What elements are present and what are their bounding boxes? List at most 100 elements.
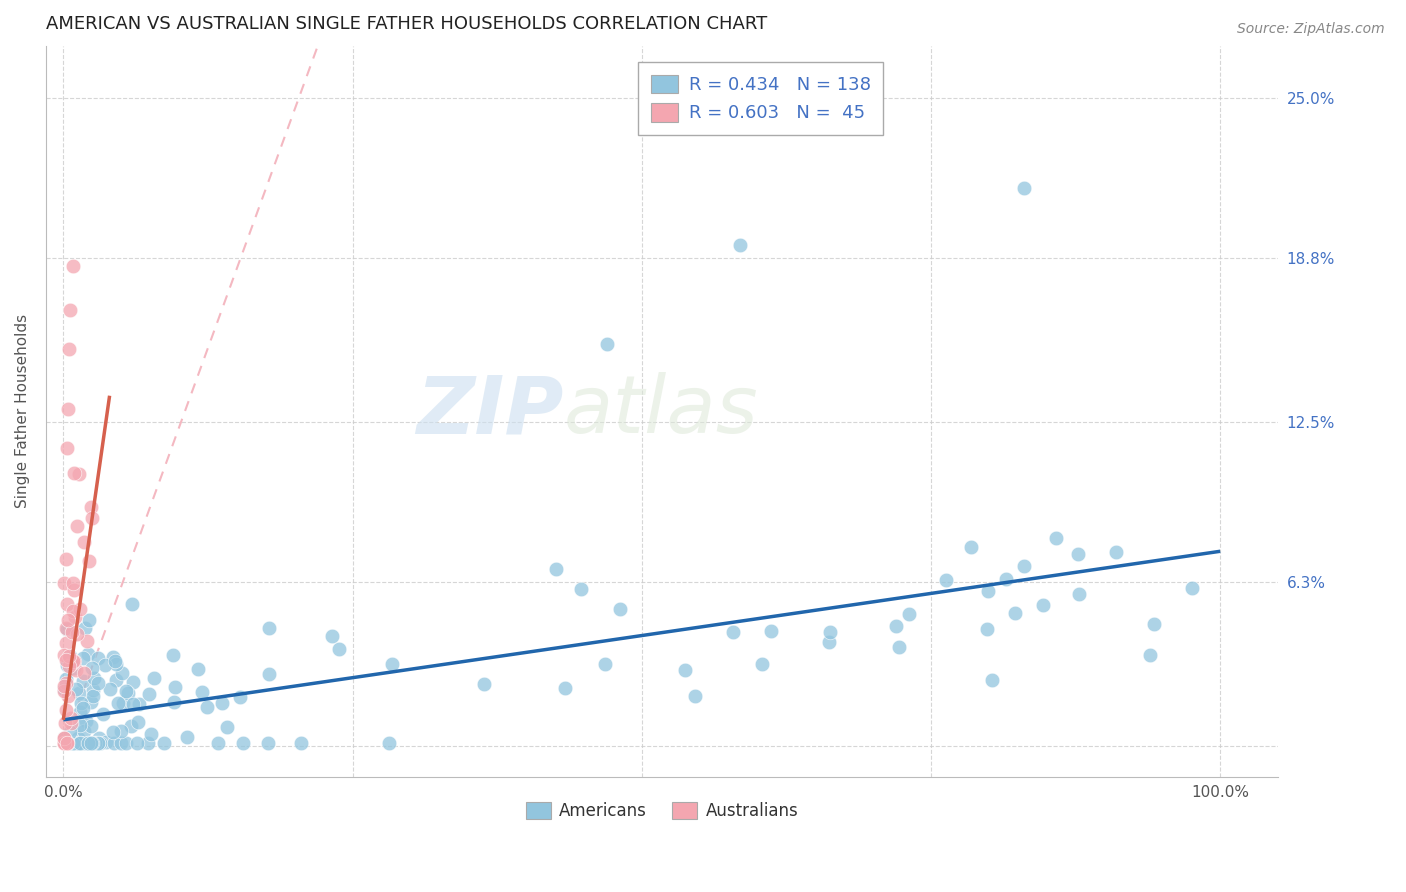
Point bbox=[62, 654, 84, 668]
Point bbox=[82, 736, 104, 750]
Point bbox=[82, 689, 104, 703]
Point bbox=[818, 624, 841, 639]
Point bbox=[959, 540, 981, 554]
Point bbox=[162, 648, 184, 663]
Point bbox=[67, 467, 90, 482]
Text: ZIP: ZIP bbox=[416, 372, 564, 450]
Point bbox=[728, 238, 751, 252]
Point bbox=[52, 648, 75, 663]
Point bbox=[53, 731, 76, 746]
Point bbox=[89, 736, 111, 750]
Point bbox=[75, 714, 97, 728]
Point bbox=[52, 736, 75, 750]
Point bbox=[60, 624, 83, 639]
Point bbox=[1067, 547, 1090, 561]
Point bbox=[65, 609, 87, 624]
Point bbox=[58, 342, 80, 356]
Point bbox=[751, 657, 773, 672]
Legend: Americans, Australians: Americans, Australians bbox=[519, 796, 804, 827]
Point bbox=[58, 649, 80, 664]
Point bbox=[66, 626, 89, 640]
Point bbox=[191, 685, 214, 699]
Point bbox=[94, 657, 117, 672]
Point bbox=[143, 671, 166, 685]
Point bbox=[65, 736, 87, 750]
Point bbox=[56, 736, 79, 750]
Point bbox=[257, 666, 280, 681]
Point bbox=[546, 562, 568, 576]
Point bbox=[84, 736, 107, 750]
Point bbox=[1012, 181, 1035, 195]
Point bbox=[94, 734, 117, 748]
Point bbox=[111, 696, 134, 710]
Point bbox=[65, 663, 87, 677]
Point bbox=[759, 624, 782, 639]
Point bbox=[79, 500, 101, 514]
Point bbox=[110, 724, 132, 739]
Point bbox=[69, 705, 91, 719]
Point bbox=[127, 715, 149, 730]
Point bbox=[125, 736, 148, 750]
Point bbox=[52, 575, 75, 590]
Point bbox=[66, 519, 89, 533]
Point bbox=[103, 736, 125, 750]
Point bbox=[569, 582, 592, 597]
Point bbox=[976, 584, 998, 599]
Point bbox=[176, 730, 198, 744]
Point bbox=[232, 736, 254, 750]
Point bbox=[77, 647, 100, 661]
Point bbox=[110, 736, 132, 750]
Point bbox=[55, 736, 77, 750]
Point bbox=[80, 695, 103, 709]
Point bbox=[818, 635, 841, 649]
Point bbox=[86, 651, 108, 665]
Point bbox=[55, 636, 77, 650]
Point bbox=[1105, 545, 1128, 559]
Point bbox=[69, 736, 91, 750]
Point bbox=[107, 696, 129, 710]
Point bbox=[103, 724, 125, 739]
Point bbox=[1139, 648, 1161, 663]
Point bbox=[80, 719, 103, 733]
Point bbox=[1032, 598, 1054, 612]
Point bbox=[976, 622, 998, 636]
Point bbox=[91, 707, 114, 722]
Point bbox=[83, 736, 105, 750]
Point bbox=[187, 662, 209, 676]
Point bbox=[55, 676, 77, 690]
Point bbox=[1142, 616, 1164, 631]
Point bbox=[69, 717, 91, 731]
Point bbox=[1012, 559, 1035, 574]
Point bbox=[63, 583, 86, 598]
Point bbox=[321, 629, 343, 643]
Point bbox=[62, 467, 84, 481]
Point bbox=[596, 336, 619, 351]
Point bbox=[121, 597, 143, 611]
Point bbox=[378, 736, 401, 750]
Point bbox=[1045, 531, 1067, 545]
Point bbox=[60, 711, 83, 725]
Point bbox=[55, 653, 77, 667]
Point bbox=[52, 731, 75, 745]
Text: AMERICAN VS AUSTRALIAN SINGLE FATHER HOUSEHOLDS CORRELATION CHART: AMERICAN VS AUSTRALIAN SINGLE FATHER HOU… bbox=[46, 15, 768, 33]
Point bbox=[195, 699, 218, 714]
Point bbox=[77, 613, 100, 627]
Point bbox=[1181, 581, 1204, 595]
Point bbox=[211, 696, 233, 710]
Point bbox=[104, 654, 127, 668]
Point bbox=[887, 640, 910, 655]
Point bbox=[87, 731, 110, 745]
Point bbox=[80, 736, 103, 750]
Point bbox=[58, 613, 80, 627]
Point bbox=[67, 685, 90, 699]
Point bbox=[935, 574, 957, 588]
Point bbox=[472, 676, 495, 690]
Point bbox=[328, 641, 350, 656]
Point bbox=[257, 621, 280, 635]
Point bbox=[72, 535, 94, 549]
Point bbox=[595, 657, 617, 672]
Point bbox=[62, 604, 84, 618]
Point bbox=[1004, 606, 1026, 620]
Point bbox=[59, 736, 82, 750]
Point bbox=[77, 736, 100, 750]
